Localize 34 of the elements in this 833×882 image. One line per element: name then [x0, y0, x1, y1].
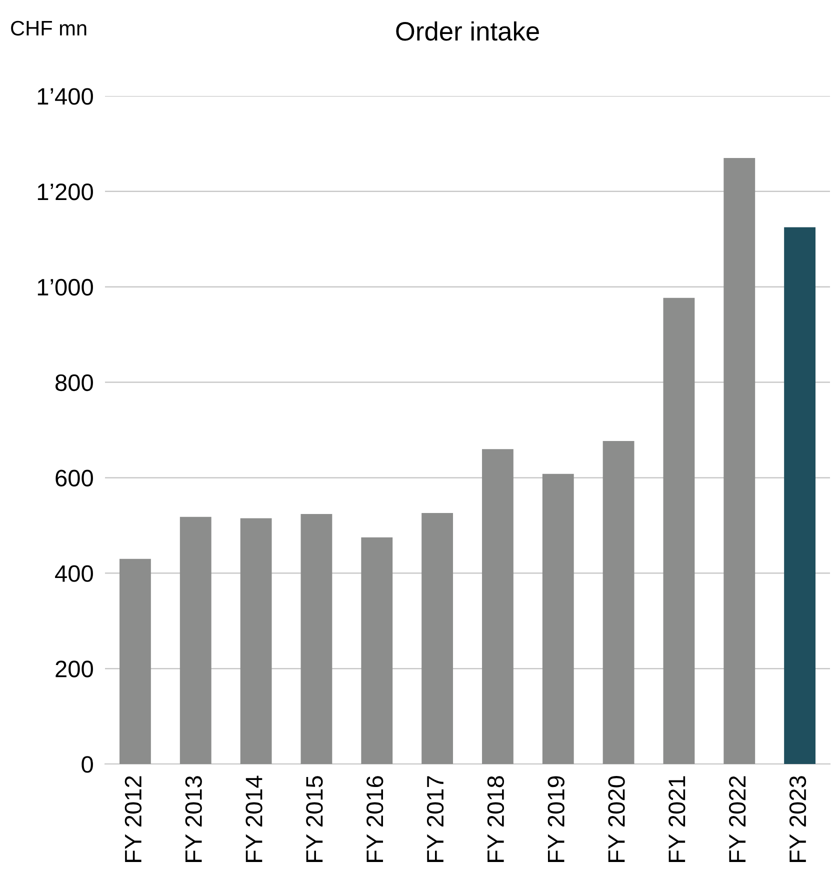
bar: [361, 537, 393, 764]
y-tick-label: 800: [56, 374, 93, 392]
x-tick-label: FY 2018: [487, 776, 504, 862]
bar: [300, 514, 332, 764]
y-axis-title: CHF mn: [11, 20, 86, 36]
x-tick-label: FY 2021: [668, 776, 686, 862]
chart-title: Order intake: [396, 21, 539, 41]
y-tick-label: 1’000: [38, 278, 93, 296]
y-tick-label: 1’200: [38, 183, 93, 200]
x-tick-label: FY 2013: [185, 776, 202, 862]
x-tick-label: FY 2020: [608, 776, 625, 862]
bar: [724, 158, 756, 764]
y-tick-label: 400: [55, 565, 93, 582]
x-tick-label: FY 2016: [366, 776, 384, 862]
bar: [482, 449, 514, 764]
bar: [542, 474, 574, 764]
bar: [602, 440, 634, 764]
bar: [180, 516, 212, 764]
x-tick-label: FY 2022: [728, 776, 746, 862]
y-tick-label: 600: [56, 470, 93, 486]
bar: [663, 298, 695, 764]
y-tick-label: 1’400: [38, 88, 93, 105]
bar: [120, 558, 151, 764]
x-tick-label: FY 2012: [124, 776, 142, 862]
bar: [784, 227, 816, 764]
x-tick-label: FY 2014: [246, 776, 262, 862]
x-tick-label: FY 2023: [789, 776, 806, 862]
x-tick-label: FY 2017: [426, 776, 444, 862]
x-tick-label: FY 2015: [306, 776, 323, 862]
x-tick-label: FY 2019: [548, 776, 564, 862]
bar: [422, 513, 453, 764]
y-tick-label: 200: [56, 660, 93, 678]
bar: [240, 518, 272, 764]
y-tick-label: 0: [82, 756, 93, 773]
